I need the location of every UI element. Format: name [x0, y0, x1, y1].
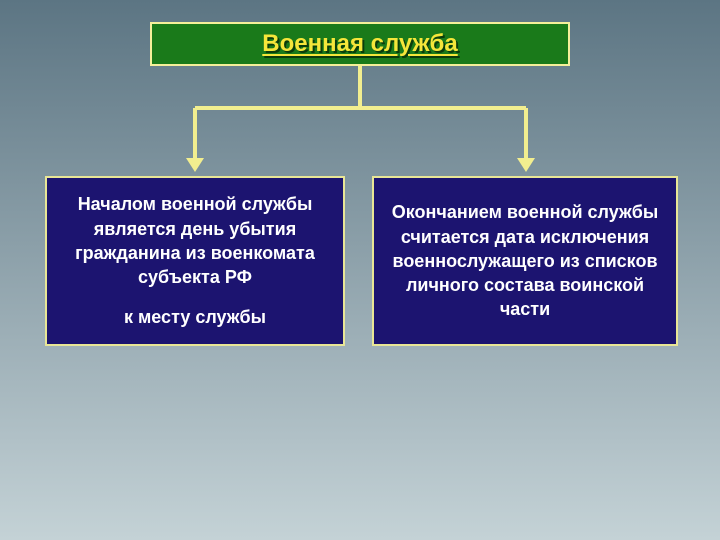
leaf-text-main: Началом военной службы является день убы… [59, 192, 331, 289]
leaf-text-tail: к месту службы [124, 305, 266, 329]
leaf-box-start: Началом военной службы является день убы… [45, 176, 345, 346]
leaf-text-main: Окончанием военной службы считается дата… [386, 200, 664, 321]
leaf-box-end: Окончанием военной службы считается дата… [372, 176, 678, 346]
